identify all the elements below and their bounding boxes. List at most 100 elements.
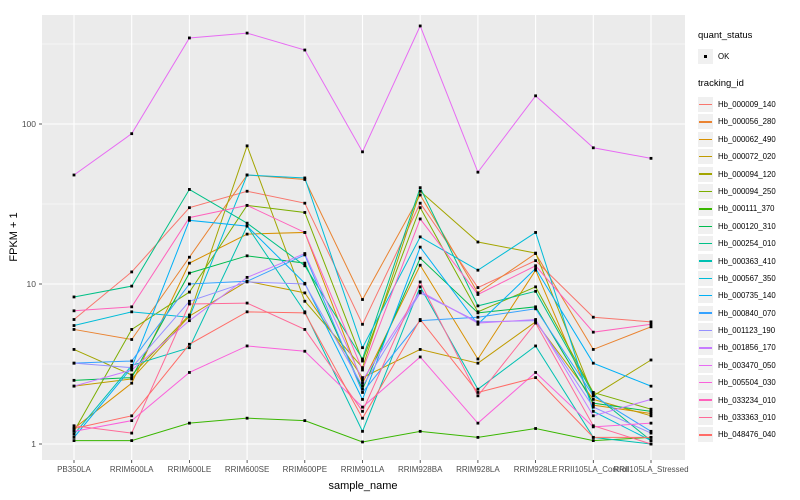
legend-entry-label: Hb_000111_370 (718, 204, 775, 214)
y-tick-label: 100 (22, 119, 36, 129)
data-point (130, 284, 134, 288)
legend-entry-label: Hb_003470_050 (718, 360, 776, 370)
series-color-key (698, 270, 713, 286)
series-color-key (698, 149, 713, 165)
legend-entry-Hb_000363_410: Hb_000363_410 (698, 253, 798, 269)
data-point (649, 421, 653, 425)
data-point (72, 435, 76, 439)
legend-entry-label: Hb_001856_170 (718, 343, 776, 353)
data-point (591, 439, 595, 443)
series-color-line-icon (699, 242, 712, 245)
legend-entry-label: Hb_000009_140 (718, 100, 776, 109)
legend: quant_status OK tracking_id Hb_000009_14… (698, 26, 798, 445)
series-color-key (698, 253, 713, 269)
x-tick-label: RRIM928BA (398, 465, 443, 474)
data-point (591, 391, 595, 394)
data-point (130, 270, 134, 274)
data-point (476, 435, 480, 439)
series-color-line-icon (699, 190, 712, 193)
data-point (245, 173, 249, 177)
data-point (72, 378, 76, 382)
series-color-line-icon (699, 295, 712, 297)
series-color-line-icon (699, 434, 712, 436)
data-point (649, 442, 653, 446)
data-point (476, 361, 480, 365)
data-point (245, 301, 249, 305)
data-point (534, 231, 537, 234)
series-color-key (698, 183, 713, 199)
data-point (361, 429, 364, 433)
data-point (361, 366, 364, 370)
data-point (130, 328, 134, 331)
data-point (188, 319, 191, 323)
series-color-key (698, 166, 713, 182)
data-point (188, 218, 191, 222)
legend-quant-status-title: quant_status (698, 30, 753, 41)
data-point (591, 361, 595, 365)
data-point (245, 254, 249, 258)
data-point (245, 144, 249, 148)
data-point (361, 384, 364, 388)
data-point (245, 31, 249, 35)
data-point (418, 206, 422, 210)
data-point (476, 170, 480, 174)
data-point (591, 401, 595, 405)
data-point (361, 359, 364, 363)
data-point (303, 261, 307, 265)
data-point (649, 435, 653, 439)
series-color-key (698, 410, 713, 426)
data-point (245, 280, 249, 284)
data-point (649, 156, 653, 160)
data-point (418, 291, 422, 295)
data-point (591, 424, 595, 428)
data-point (72, 309, 76, 313)
data-point (72, 295, 76, 299)
data-point (361, 387, 364, 391)
data-point (649, 397, 653, 401)
legend-entry-Hb_000120_310: Hb_000120_310 (698, 218, 798, 234)
data-point (649, 412, 653, 415)
x-tick-label: RRIM600LE (168, 465, 212, 474)
data-point (130, 373, 134, 377)
data-point (188, 206, 191, 210)
data-point (534, 427, 537, 430)
data-point (72, 173, 76, 177)
legend-tracking-id-entries: Hb_000009_140 Hb_000056_280 Hb_000062_490 H… (698, 97, 798, 443)
data-point (303, 311, 307, 315)
data-point (361, 357, 364, 361)
legend-entry-Hb_000111_370: Hb_000111_370 (698, 201, 798, 217)
legend-entry-label: OK (718, 52, 730, 61)
data-point (534, 289, 537, 293)
data-point (361, 416, 364, 420)
data-point (591, 435, 595, 439)
data-point (534, 251, 537, 255)
series-color-key (698, 201, 713, 217)
data-point (188, 346, 191, 350)
legend-entry-label: Hb_048476_040 (718, 430, 776, 440)
data-point (72, 348, 76, 351)
data-point (418, 193, 422, 197)
data-point (418, 201, 422, 205)
data-point (476, 293, 480, 296)
series-color-line-icon (699, 121, 712, 123)
legend-entry-Hb_000094_250: Hb_000094_250 (698, 183, 798, 199)
series-color-line-icon (699, 382, 712, 384)
data-point (534, 321, 537, 325)
data-point (476, 304, 480, 308)
data-point (188, 371, 191, 374)
quant-ok-key (698, 49, 713, 64)
data-point (476, 286, 480, 289)
x-tick-label: RRIM901LA (341, 465, 385, 474)
series-color-key (698, 375, 713, 391)
legend-entry-label: Hb_000094_120 (718, 169, 776, 179)
data-point (72, 439, 76, 443)
series-color-line-icon (699, 103, 712, 106)
data-point (130, 431, 134, 435)
x-tick-label: RRIM928LA (456, 465, 500, 474)
data-point (534, 307, 537, 311)
x-tick-label: RRIM600SE (225, 465, 269, 474)
series-color-line-icon (699, 364, 712, 367)
data-point (303, 201, 307, 205)
x-tick-label: PB350LA (57, 465, 91, 474)
data-point (361, 440, 364, 444)
